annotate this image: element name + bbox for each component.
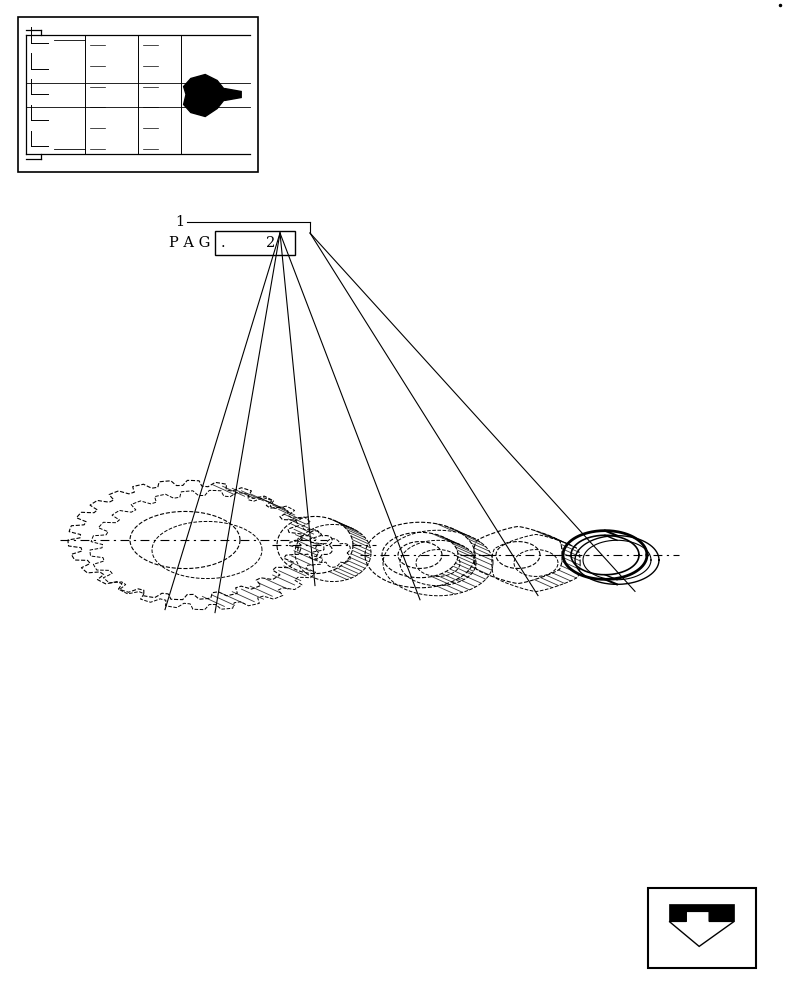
Polygon shape (669, 911, 734, 946)
Text: 2: 2 (266, 236, 276, 250)
Text: P A G: P A G (169, 236, 210, 250)
Bar (215, 231, 295, 255)
Text: .: . (221, 236, 225, 250)
Polygon shape (669, 904, 734, 921)
Bar (648, 888, 756, 968)
Text: 1: 1 (175, 215, 184, 229)
Bar (18, 17, 258, 172)
Polygon shape (184, 75, 225, 116)
Polygon shape (225, 89, 241, 101)
